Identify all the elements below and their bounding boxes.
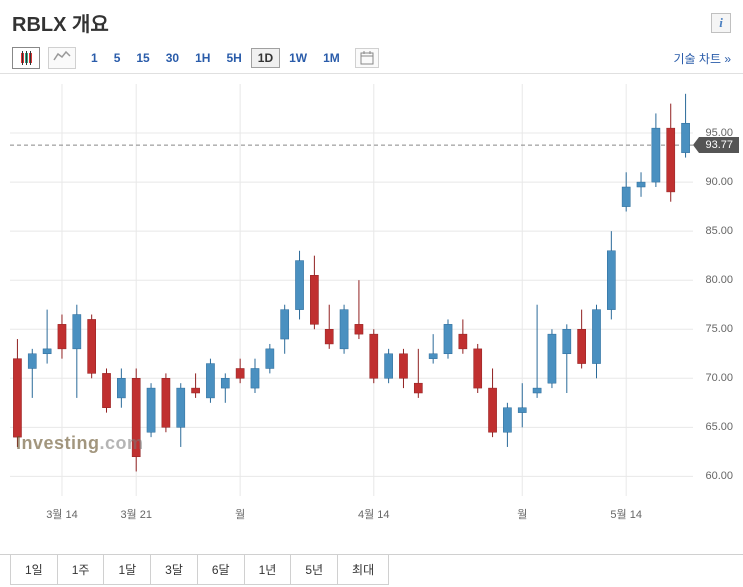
x-tick-label: 5월 14 [610,506,642,522]
watermark: Investing.com [16,433,144,454]
toolbar: 1515301H5H1D1W1M 기술 차트 » [0,43,743,74]
interval-5H[interactable]: 5H [219,48,248,68]
range-1년[interactable]: 1년 [245,555,292,585]
line-type-button[interactable] [48,47,76,69]
range-최대[interactable]: 최대 [338,555,389,585]
info-icon[interactable]: i [711,13,731,33]
candlestick-icon [21,53,32,63]
range-1달[interactable]: 1달 [104,555,151,585]
chart-title: RBLX 개요 [12,8,109,37]
line-chart-icon [53,49,71,67]
y-tick-label: 60.00 [705,470,733,482]
x-axis-labels: 3월 14 3월 21 월 4월 14 월 5월 14 [0,506,683,526]
interval-5[interactable]: 5 [107,48,128,68]
x-tick-label: 월 [235,506,245,522]
y-tick-label: 80.00 [705,274,733,286]
range-selector: 1일1주1달3달6달1년5년최대 [0,554,743,585]
y-tick-label: 85.00 [705,225,733,237]
x-tick-label: 4월 14 [358,506,390,522]
current-price-badge: 93.77 [699,137,739,153]
interval-1D[interactable]: 1D [251,48,280,68]
y-tick-label: 65.00 [705,421,733,433]
range-1주[interactable]: 1주 [58,555,105,585]
candlestick-chart [0,74,743,554]
y-tick-label: 75.00 [705,323,733,335]
y-tick-label: 70.00 [705,372,733,384]
range-3달[interactable]: 3달 [151,555,198,585]
interval-selector: 1515301H5H1D1W1M [84,48,347,68]
chart-widget: RBLX 개요 i 1515301H5H1D1W1M 기술 차트 » [0,0,743,585]
x-tick-label: 월 [517,506,527,522]
calendar-icon [360,51,374,65]
interval-15[interactable]: 15 [129,48,156,68]
range-6달[interactable]: 6달 [198,555,245,585]
chart-area[interactable]: 60.0065.0070.0075.0080.0085.0090.0095.00… [0,74,743,554]
interval-1M[interactable]: 1M [316,48,347,68]
range-1일[interactable]: 1일 [10,555,58,585]
interval-1[interactable]: 1 [84,48,105,68]
interval-30[interactable]: 30 [159,48,186,68]
interval-1W[interactable]: 1W [282,48,314,68]
x-tick-label: 3월 21 [120,506,152,522]
y-tick-label: 90.00 [705,176,733,188]
header: RBLX 개요 i [0,0,743,43]
technical-chart-link[interactable]: 기술 차트 » [673,50,731,67]
x-tick-label: 3월 14 [46,506,78,522]
range-5년[interactable]: 5년 [291,555,338,585]
candlestick-type-button[interactable] [12,47,40,69]
interval-1H[interactable]: 1H [188,48,217,68]
calendar-button[interactable] [355,48,379,68]
